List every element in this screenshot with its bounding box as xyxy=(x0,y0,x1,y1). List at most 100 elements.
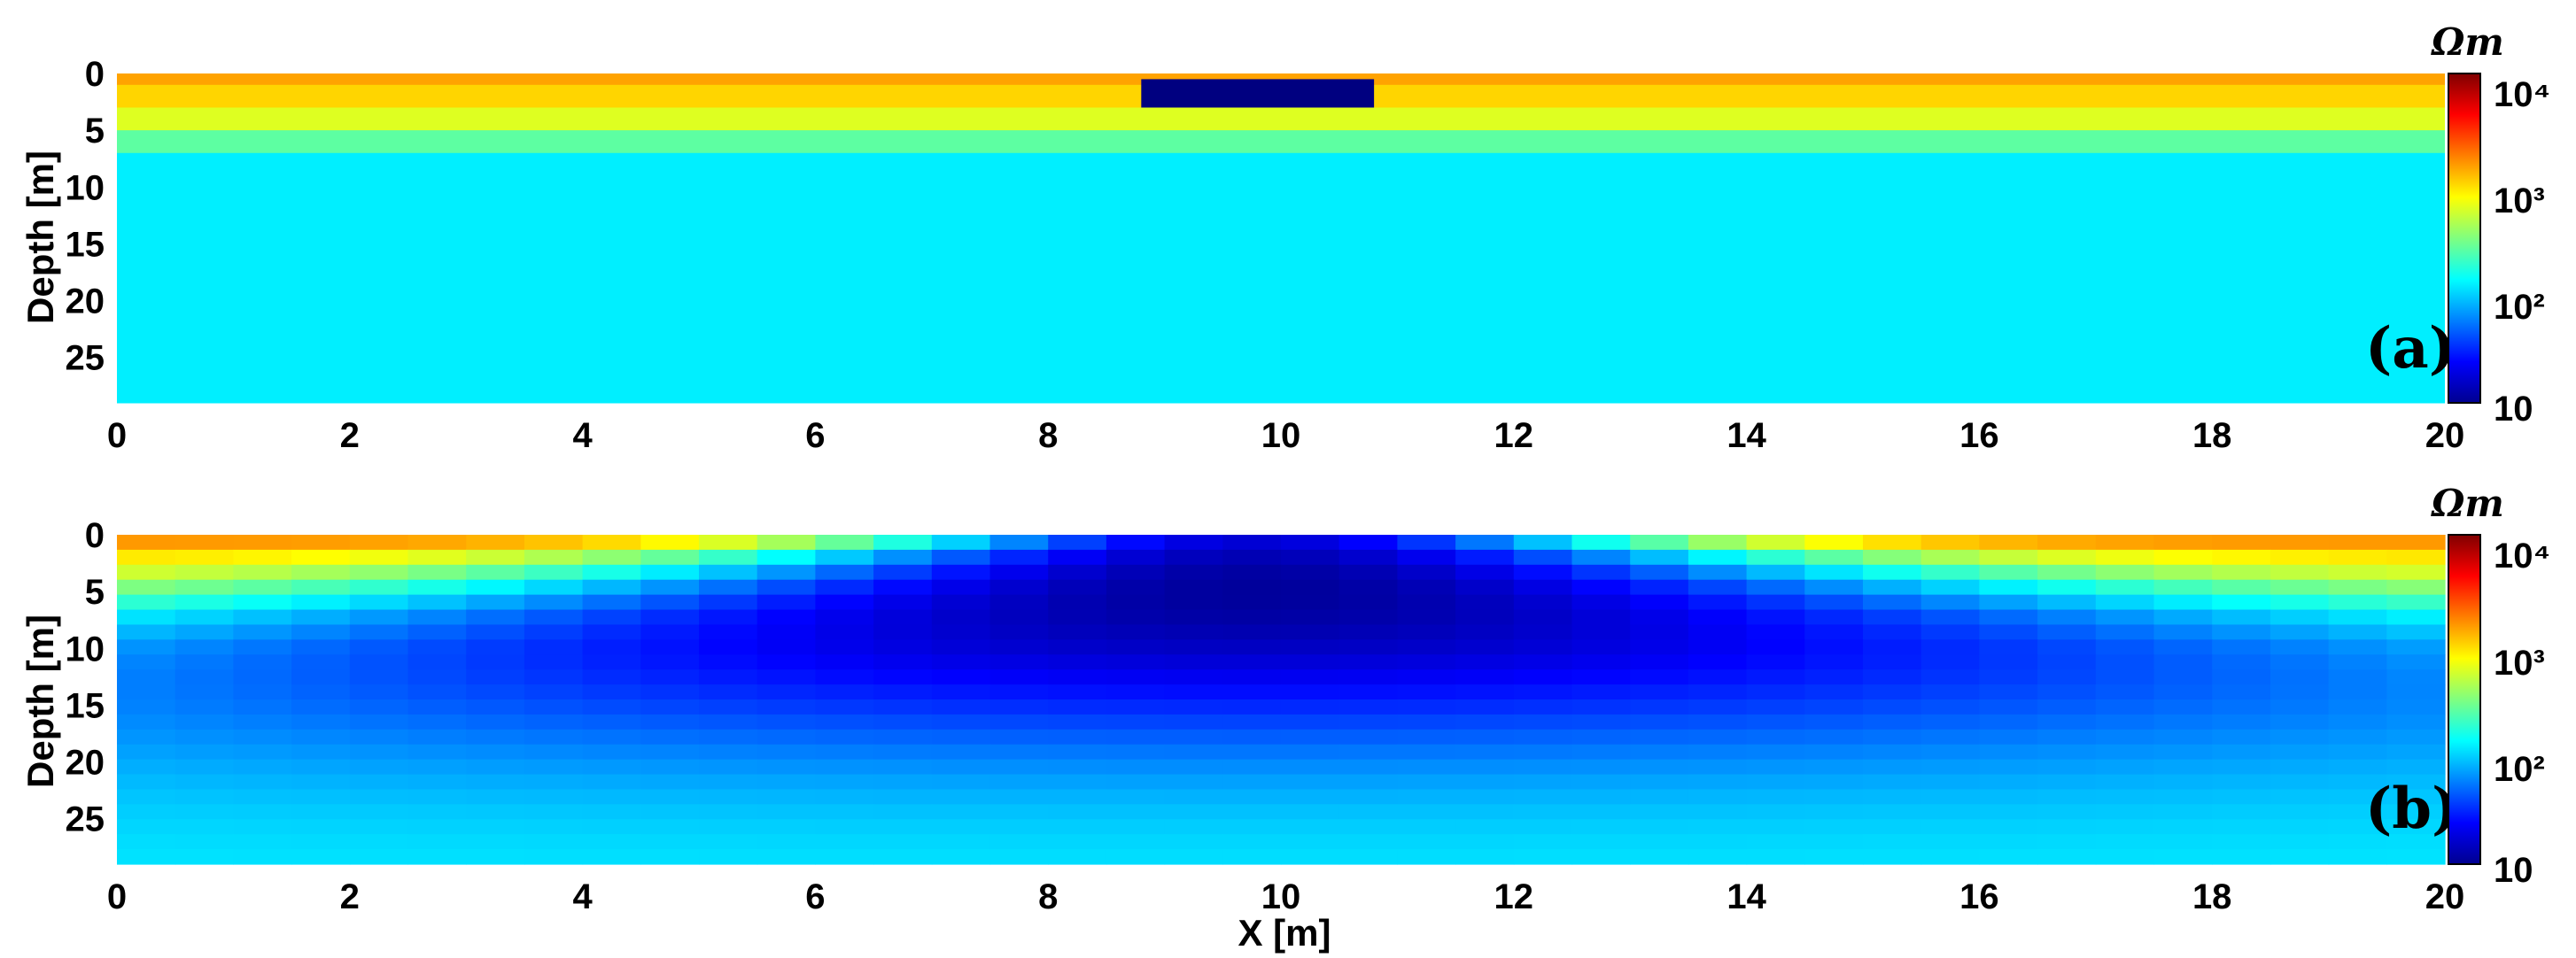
cell xyxy=(2095,834,2155,850)
cell xyxy=(2037,654,2097,670)
cell xyxy=(407,699,467,715)
cell xyxy=(815,699,874,715)
cell xyxy=(2037,609,2097,626)
cell xyxy=(1513,564,1573,581)
cell xyxy=(1688,849,1748,865)
cell xyxy=(931,609,991,626)
cell xyxy=(1048,579,1107,596)
cell xyxy=(1571,564,1631,581)
cell xyxy=(1338,564,1398,581)
cell xyxy=(1688,759,1748,776)
ticks-b: 0 2 4 6 8 10 12 14 16 18 20 0 5 10 15 20 25 xyxy=(66,516,2465,916)
y-tick-label: 10 xyxy=(66,168,105,207)
cell xyxy=(1455,744,1515,761)
cell xyxy=(524,789,584,805)
cell xyxy=(1048,684,1107,700)
cell xyxy=(582,714,641,730)
cell xyxy=(931,714,991,730)
cell xyxy=(2095,654,2155,670)
cell xyxy=(1630,669,1689,685)
layer-2 xyxy=(117,107,2445,131)
cell xyxy=(1281,834,1340,850)
cell xyxy=(1281,804,1340,820)
cell xyxy=(2328,639,2387,655)
cell xyxy=(1338,654,1398,670)
cell xyxy=(1571,789,1631,805)
cell xyxy=(291,714,351,730)
cell xyxy=(1455,624,1515,640)
cell xyxy=(640,535,700,551)
cell xyxy=(524,594,584,611)
cell xyxy=(2153,774,2213,791)
y-axis-label-a: Depth [m] xyxy=(19,151,61,324)
cell xyxy=(1804,549,1864,566)
cell xyxy=(175,594,234,611)
cell xyxy=(699,744,758,761)
cell xyxy=(349,774,409,791)
cell xyxy=(291,774,351,791)
cell xyxy=(2270,639,2330,655)
cell xyxy=(1630,609,1689,626)
cell xyxy=(1397,744,1456,761)
cell xyxy=(1338,759,1398,776)
cell xyxy=(1630,579,1689,596)
cell xyxy=(1513,774,1573,791)
cell xyxy=(2328,714,2387,730)
cell xyxy=(1513,579,1573,596)
cell xyxy=(873,624,933,640)
x-tick-label: 18 xyxy=(2192,877,2232,916)
cell xyxy=(1571,549,1631,566)
cell xyxy=(1106,639,1166,655)
cell xyxy=(2212,729,2271,746)
cell xyxy=(466,819,525,835)
cell xyxy=(407,535,467,551)
cell xyxy=(2153,714,2213,730)
cell xyxy=(1746,624,1805,640)
panel-b-label: (b) xyxy=(2365,776,2458,842)
cell xyxy=(2270,789,2330,805)
cell xyxy=(873,699,933,715)
cell xyxy=(2095,729,2155,746)
cell xyxy=(1804,789,1864,805)
cell xyxy=(699,849,758,865)
cell xyxy=(524,535,584,551)
cell xyxy=(175,744,234,761)
x-tick-label: 20 xyxy=(2425,416,2465,455)
cell xyxy=(1222,714,1282,730)
cell xyxy=(2212,535,2271,551)
cell xyxy=(757,535,816,551)
panel-b: 0 2 4 6 8 10 12 14 16 18 20 0 5 10 15 20 25 (b) Depth [m… xyxy=(19,482,2550,954)
cell xyxy=(2270,759,2330,776)
cell xyxy=(349,564,409,581)
x-tick-label: 8 xyxy=(1038,877,1058,916)
cell xyxy=(1048,609,1107,626)
cell xyxy=(524,744,584,761)
cell xyxy=(1397,624,1456,640)
cell xyxy=(1804,819,1864,835)
cell xyxy=(2153,624,2213,640)
cell xyxy=(407,624,467,640)
cell xyxy=(1688,639,1748,655)
cell xyxy=(1455,849,1515,865)
cell xyxy=(931,729,991,746)
cell xyxy=(1979,804,2038,820)
cell xyxy=(1455,684,1515,700)
cell xyxy=(349,579,409,596)
cell xyxy=(1688,774,1748,791)
cell xyxy=(815,684,874,700)
cell xyxy=(2386,819,2446,835)
cell xyxy=(117,834,176,850)
cell xyxy=(815,609,874,626)
cell xyxy=(2328,804,2387,820)
cell xyxy=(1979,654,2038,670)
cell xyxy=(989,789,1049,805)
cell xyxy=(640,804,700,820)
x-tick-label: 4 xyxy=(572,416,593,455)
cell xyxy=(2037,744,2097,761)
cell xyxy=(2212,774,2271,791)
cell xyxy=(1455,564,1515,581)
cell xyxy=(1746,699,1805,715)
cell xyxy=(1106,774,1166,791)
cell xyxy=(1397,789,1456,805)
cell xyxy=(1630,759,1689,776)
